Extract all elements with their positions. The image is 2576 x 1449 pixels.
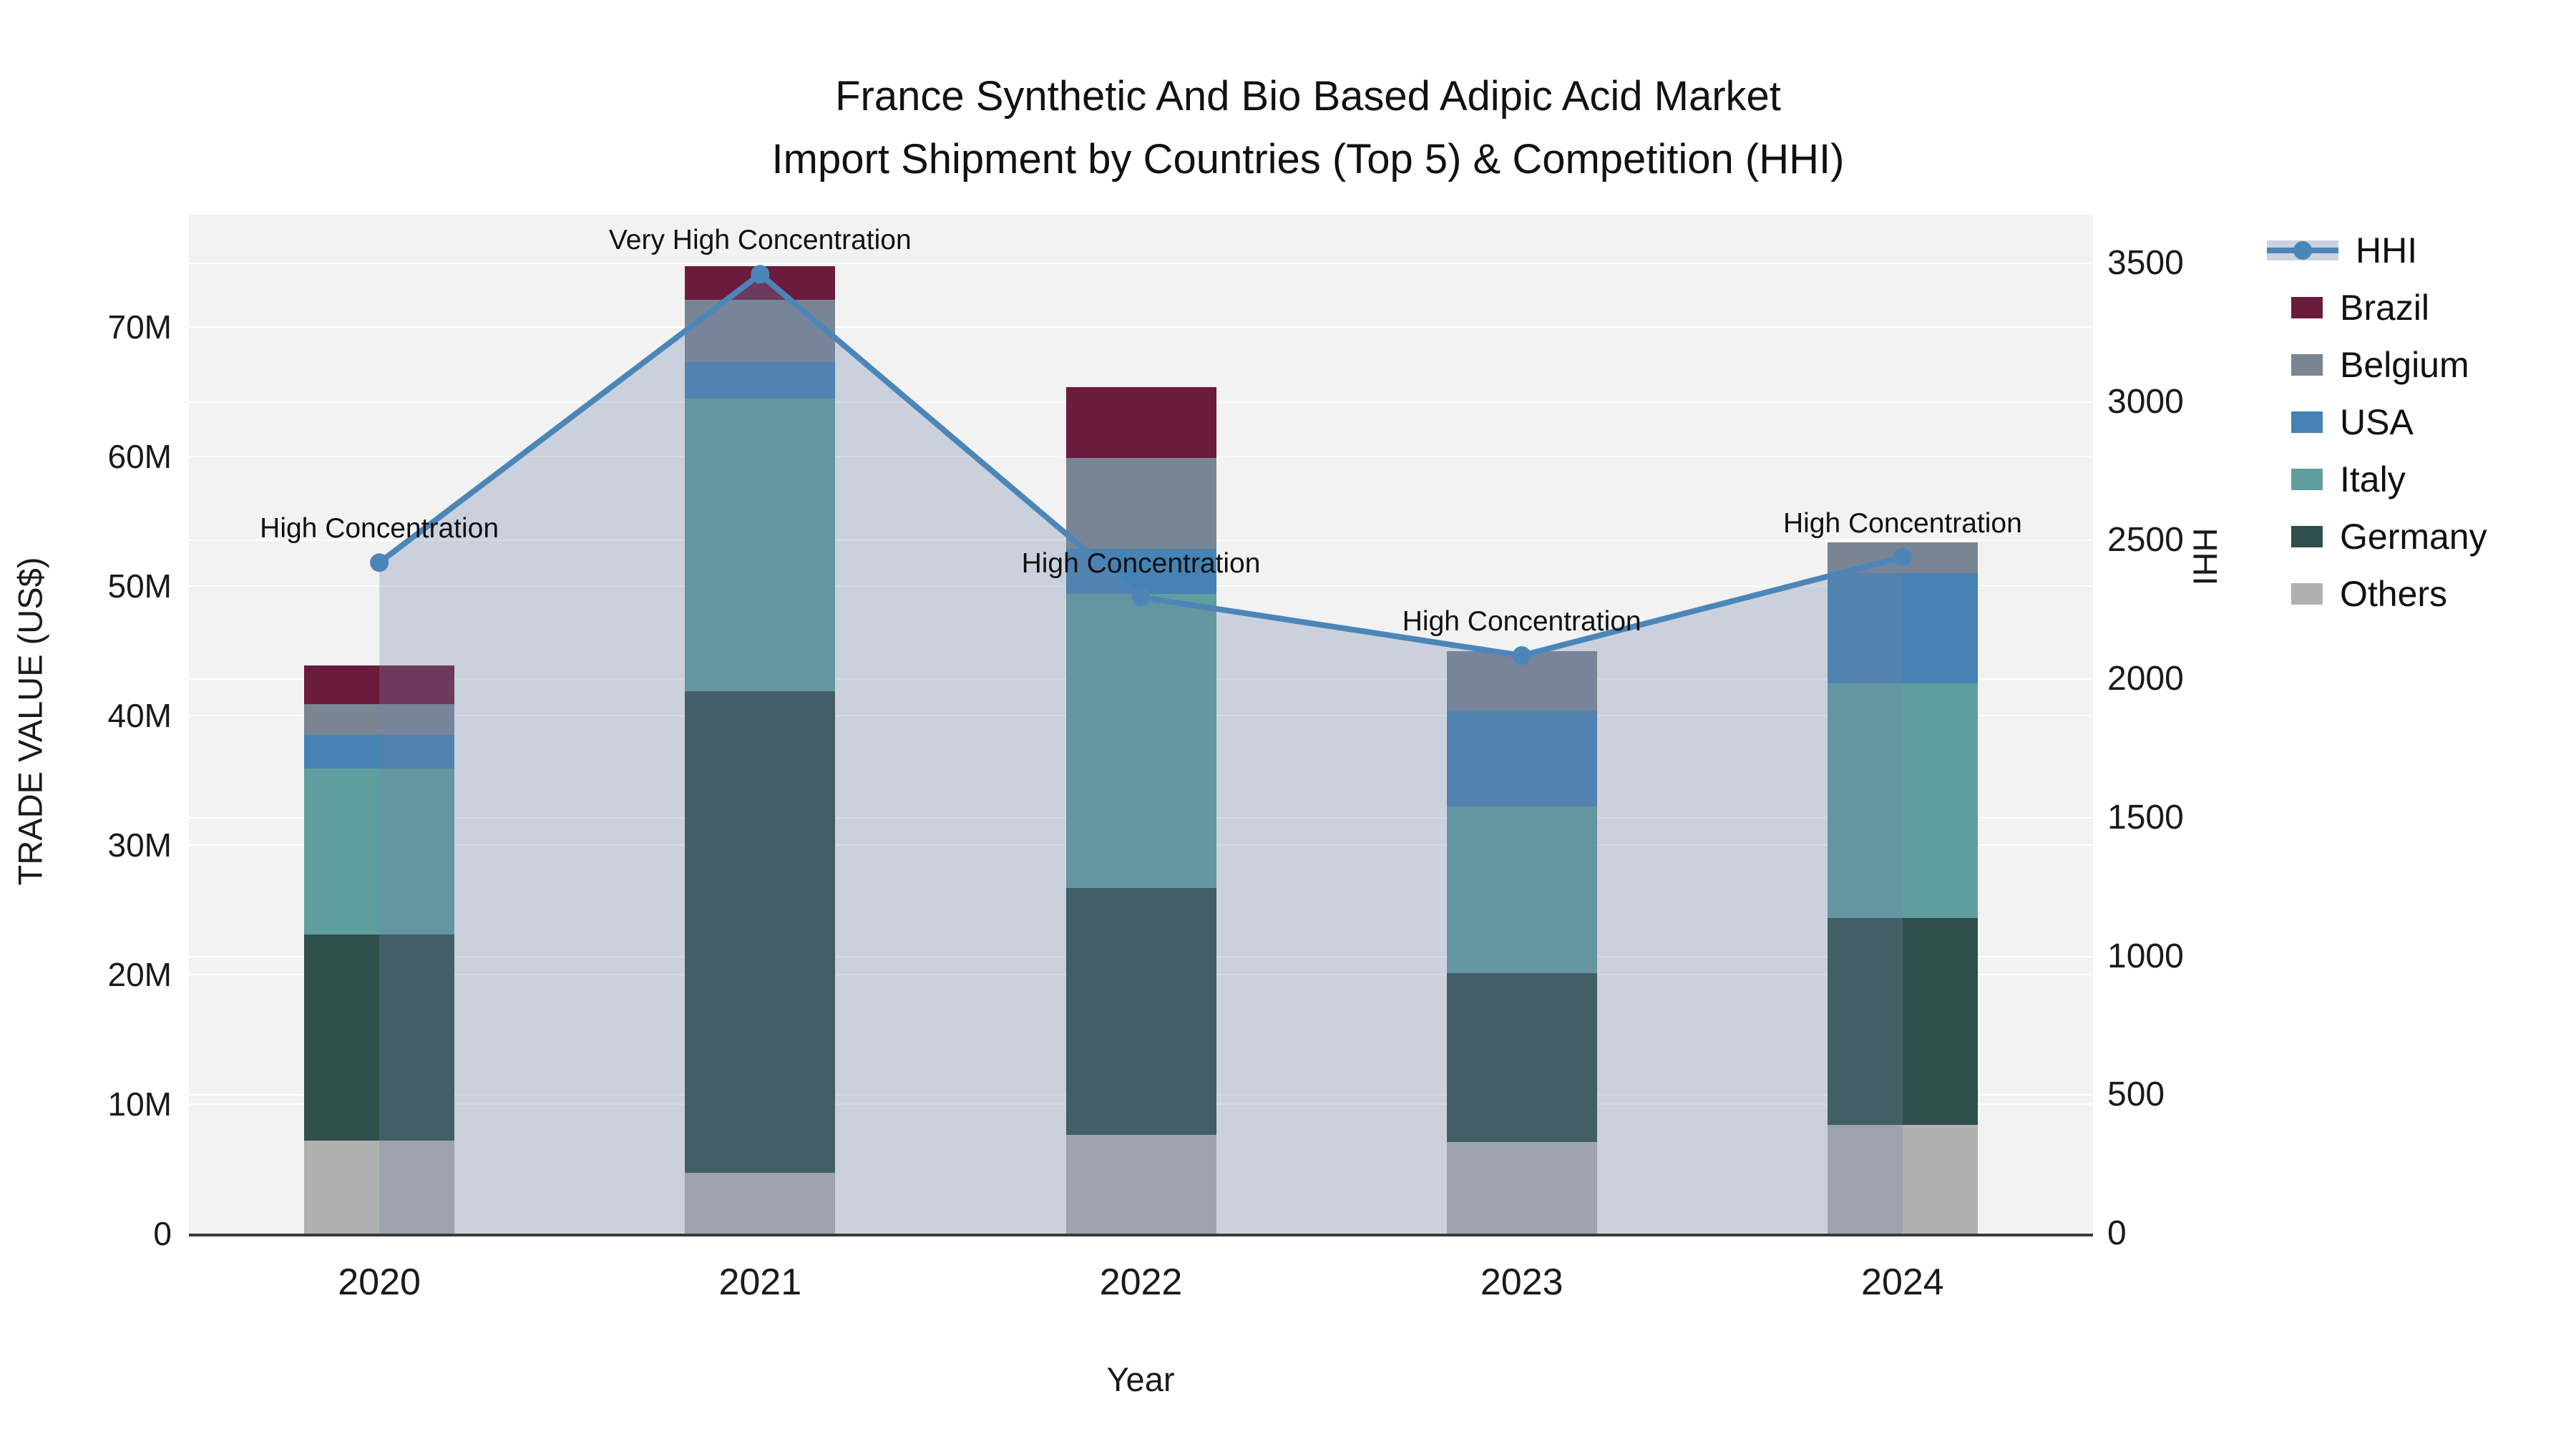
x-axis-tick-label: 2020: [338, 1262, 421, 1303]
y-axis-tick-label-right: 0: [2107, 1214, 2127, 1252]
hhi-point-2024[interactable]: [1893, 547, 1912, 567]
bar-2024-usa[interactable]: [1827, 573, 1978, 683]
y-axis-tick-label-left: 0: [153, 1215, 172, 1252]
hhi-annotation-2023: High Concentration: [1402, 606, 1641, 638]
legend-label: Brazil: [2340, 288, 2430, 328]
bar-2022-belgium[interactable]: [1065, 458, 1216, 549]
y-axis-tick-label-right: 3500: [2107, 243, 2184, 282]
y-axis-tick-label-right: 1500: [2107, 798, 2184, 836]
y-axis-tick-label-left: 70M: [107, 308, 172, 346]
hhi-annotation-2022: High Concentration: [1021, 547, 1261, 579]
hhi-point-2021[interactable]: [751, 265, 770, 284]
bar-2023-italy[interactable]: [1446, 806, 1597, 974]
legend-item-usa[interactable]: USA: [2267, 394, 2487, 451]
legend-label: Germany: [2340, 517, 2487, 557]
y-axis-tick-label-right: 3000: [2107, 382, 2184, 421]
hhi-area-fill: [379, 274, 1903, 1234]
x-axis-tick-label: 2024: [1861, 1262, 1944, 1303]
legend-item-brazil[interactable]: Brazil: [2267, 279, 2487, 336]
bar-2021-others[interactable]: [685, 1172, 836, 1234]
right-axis-title: HHI: [2186, 527, 2225, 586]
gridline-left-70M: [189, 326, 2093, 328]
y-axis-tick-label-left: 40M: [107, 697, 172, 735]
legend-item-others[interactable]: Others: [2267, 565, 2487, 623]
legend-swatch-usa: [2291, 411, 2323, 433]
bar-2022-germany[interactable]: [1065, 887, 1216, 1136]
bar-2021-usa[interactable]: [685, 362, 836, 399]
hhi-line-legend-swatch: [2267, 240, 2338, 260]
y-axis-tick-label-right: 2000: [2107, 660, 2184, 698]
legend-swatch-italy: [2291, 469, 2323, 490]
left-axis-title: TRADE VALUE (US$): [11, 557, 49, 886]
x-axis-title: Year: [1106, 1360, 1175, 1398]
legend: HHI Brazil Belgium USA Italy Germany Others: [2267, 222, 2487, 623]
bar-2023-germany[interactable]: [1446, 973, 1597, 1142]
legend-item-italy[interactable]: Italy: [2267, 451, 2487, 508]
gridline-right-3500: [189, 262, 2093, 264]
legend-swatch-others: [2291, 583, 2323, 605]
y-axis-tick-label-left: 50M: [107, 567, 172, 605]
bar-2022-brazil[interactable]: [1065, 386, 1216, 459]
y-axis-tick-label-right: 1000: [2107, 937, 2184, 975]
hhi-annotation-2024: High Concentration: [1782, 507, 2022, 539]
hhi-legend-marker: [2293, 241, 2312, 260]
bar-2020-italy[interactable]: [304, 769, 455, 935]
chart-title-line2: Import Shipment by Countries (Top 5) & C…: [771, 136, 1845, 182]
y-axis-tick-label-left: 20M: [107, 956, 172, 994]
legend-item-belgium[interactable]: Belgium: [2267, 336, 2487, 394]
bar-2024-others[interactable]: [1827, 1125, 1978, 1234]
legend-label: HHI: [2356, 230, 2418, 270]
legend-swatch-brazil: [2291, 297, 2323, 318]
bar-2024-italy[interactable]: [1827, 683, 1978, 918]
legend-label: Others: [2340, 574, 2448, 614]
bar-2023-others[interactable]: [1446, 1141, 1597, 1234]
y-axis-tick-label-right: 500: [2107, 1075, 2165, 1114]
chart-title-line1: France Synthetic And Bio Based Adipic Ac…: [835, 73, 1781, 119]
bar-2020-brazil[interactable]: [304, 665, 455, 704]
x-axis-line: [189, 1234, 2093, 1236]
bar-2022-others[interactable]: [1065, 1135, 1216, 1234]
legend-label: USA: [2340, 402, 2414, 442]
x-axis-tick-label: 2023: [1480, 1262, 1563, 1303]
hhi-point-2020[interactable]: [370, 553, 389, 572]
bar-2023-usa[interactable]: [1446, 711, 1597, 806]
hhi-annotation-2020: High Concentration: [260, 513, 499, 545]
legend-label: Italy: [2340, 459, 2406, 499]
legend-item-germany[interactable]: Germany: [2267, 508, 2487, 565]
bar-2020-belgium[interactable]: [304, 703, 455, 736]
y-axis-tick-label-left: 60M: [107, 438, 172, 476]
legend-swatch-germany: [2291, 526, 2323, 547]
legend-label: Belgium: [2340, 345, 2469, 385]
bar-2021-italy[interactable]: [685, 398, 836, 691]
hhi-annotation-2021: Very High Concentration: [608, 225, 912, 256]
y-axis-tick-label-right: 2500: [2107, 521, 2184, 560]
x-axis-tick-label: 2022: [1099, 1262, 1183, 1303]
hhi-point-2022[interactable]: [1131, 587, 1151, 607]
bar-2024-germany[interactable]: [1827, 917, 1978, 1125]
x-axis-tick-label: 2021: [718, 1262, 802, 1303]
legend-item-hhi[interactable]: HHI: [2267, 222, 2487, 279]
bar-2020-germany[interactable]: [304, 935, 455, 1141]
bar-2020-usa[interactable]: [304, 735, 455, 769]
bar-2021-germany[interactable]: [685, 691, 836, 1173]
y-axis-tick-label-left: 30M: [107, 826, 172, 864]
legend-swatch-belgium: [2291, 354, 2323, 376]
bar-2020-others[interactable]: [304, 1140, 455, 1234]
y-axis-tick-label-left: 10M: [107, 1085, 172, 1123]
hhi-point-2023[interactable]: [1512, 646, 1531, 665]
bar-2022-italy[interactable]: [1065, 594, 1216, 888]
